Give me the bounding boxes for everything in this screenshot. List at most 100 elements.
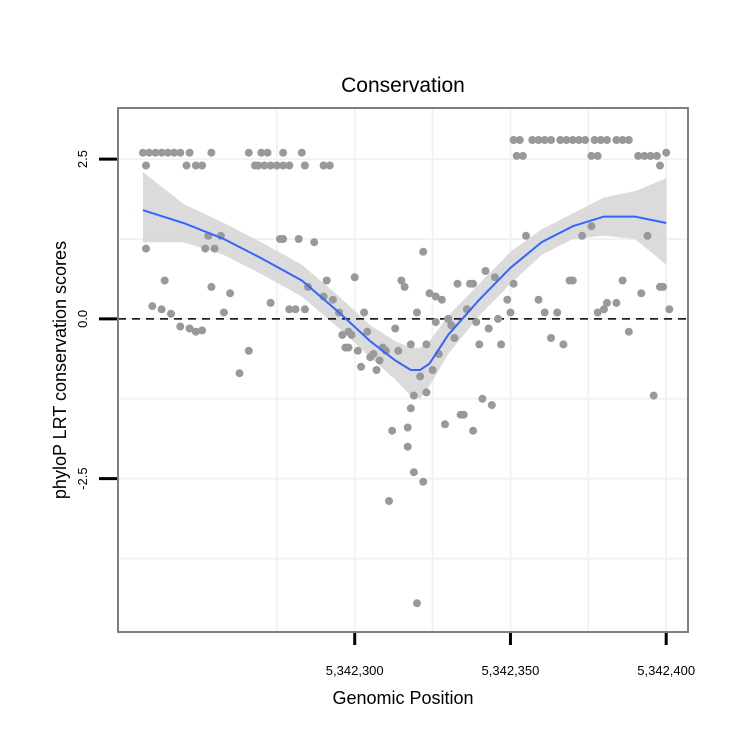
data-point <box>469 426 478 435</box>
data-point <box>185 148 194 157</box>
data-point <box>459 410 468 419</box>
data-point <box>522 231 530 240</box>
data-point <box>266 298 275 307</box>
data-point <box>612 136 621 144</box>
data-point <box>300 305 309 314</box>
data-point <box>599 305 608 314</box>
data-point <box>163 148 172 157</box>
data-point <box>437 295 446 304</box>
data-point <box>138 148 147 157</box>
data-point <box>413 599 421 608</box>
data-point <box>176 148 185 157</box>
data-point <box>142 244 150 253</box>
data-point <box>568 136 577 144</box>
data-point <box>353 346 362 355</box>
data-point <box>509 279 518 288</box>
data-point <box>590 136 599 144</box>
data-point <box>350 273 359 282</box>
data-point <box>487 401 496 410</box>
data-point <box>575 136 583 144</box>
data-point <box>409 391 418 400</box>
x-axis-label: Genomic Position <box>332 688 473 708</box>
data-point <box>624 136 633 144</box>
data-point <box>357 362 365 371</box>
data-point <box>581 136 590 144</box>
data-point <box>235 369 244 378</box>
data-point <box>503 295 512 304</box>
x-tick: 5,342,300 <box>326 633 384 678</box>
data-point <box>419 247 428 256</box>
data-point <box>397 276 406 285</box>
data-point <box>444 314 453 323</box>
data-point <box>475 340 484 349</box>
data-point <box>416 372 425 381</box>
data-point <box>556 136 565 144</box>
data-point <box>596 136 605 144</box>
data-point <box>624 327 633 336</box>
data-point <box>157 148 166 157</box>
data-point <box>540 308 549 317</box>
data-point <box>372 366 381 374</box>
data-point <box>285 161 294 170</box>
data-point <box>534 136 543 144</box>
data-point <box>469 279 478 288</box>
data-point <box>385 497 393 505</box>
data-point <box>219 308 228 317</box>
data-point <box>640 151 649 160</box>
data-point <box>244 148 253 157</box>
y-tick: 2.5 <box>75 150 117 168</box>
data-point <box>148 302 157 311</box>
data-point <box>428 366 437 374</box>
data-point <box>450 334 459 342</box>
data-point <box>363 327 372 336</box>
x-tick-label: 5,342,400 <box>637 663 695 678</box>
data-point <box>322 276 331 285</box>
data-point <box>509 136 518 144</box>
data-point <box>603 298 611 307</box>
data-point <box>157 305 166 314</box>
data-points <box>138 136 674 608</box>
data-point <box>279 235 288 243</box>
data-point <box>656 161 664 170</box>
data-point <box>518 151 527 160</box>
data-point <box>562 136 571 144</box>
data-point <box>151 148 160 157</box>
data-point <box>593 308 602 317</box>
data-point <box>338 330 347 339</box>
data-point <box>403 442 412 451</box>
data-point <box>291 305 300 314</box>
data-point <box>578 231 587 240</box>
data-point <box>266 161 275 170</box>
plot-panel <box>117 107 689 633</box>
data-point <box>603 136 611 144</box>
data-point <box>587 151 596 160</box>
data-point <box>409 468 418 477</box>
data-point <box>512 151 521 160</box>
data-point <box>453 279 462 288</box>
data-point <box>260 161 269 170</box>
y-axis: 2.5 0.0 -2.5 phyloP LRT conservation sco… <box>50 150 117 499</box>
x-tick-label: 5,342,350 <box>482 663 540 678</box>
x-tick-label: 5,342,300 <box>326 663 384 678</box>
y-axis-label: phyloP LRT conservation scores <box>50 241 70 499</box>
data-point <box>553 308 562 317</box>
data-point <box>254 161 263 170</box>
data-point <box>167 309 175 318</box>
data-point <box>244 346 253 355</box>
data-point <box>665 305 674 314</box>
data-point <box>419 477 428 486</box>
data-point <box>447 321 456 330</box>
confidence-ribbon <box>142 171 667 399</box>
data-point <box>652 151 661 160</box>
data-point <box>490 273 499 282</box>
data-point <box>568 276 577 285</box>
y-tick-label: 2.5 <box>75 150 90 168</box>
data-point <box>506 308 515 317</box>
y-tick: 0.0 <box>75 310 117 328</box>
data-point <box>375 356 384 365</box>
data-point <box>198 161 207 170</box>
data-point <box>279 148 288 157</box>
data-point <box>478 394 487 403</box>
data-point <box>347 330 356 339</box>
data-point <box>441 420 449 429</box>
